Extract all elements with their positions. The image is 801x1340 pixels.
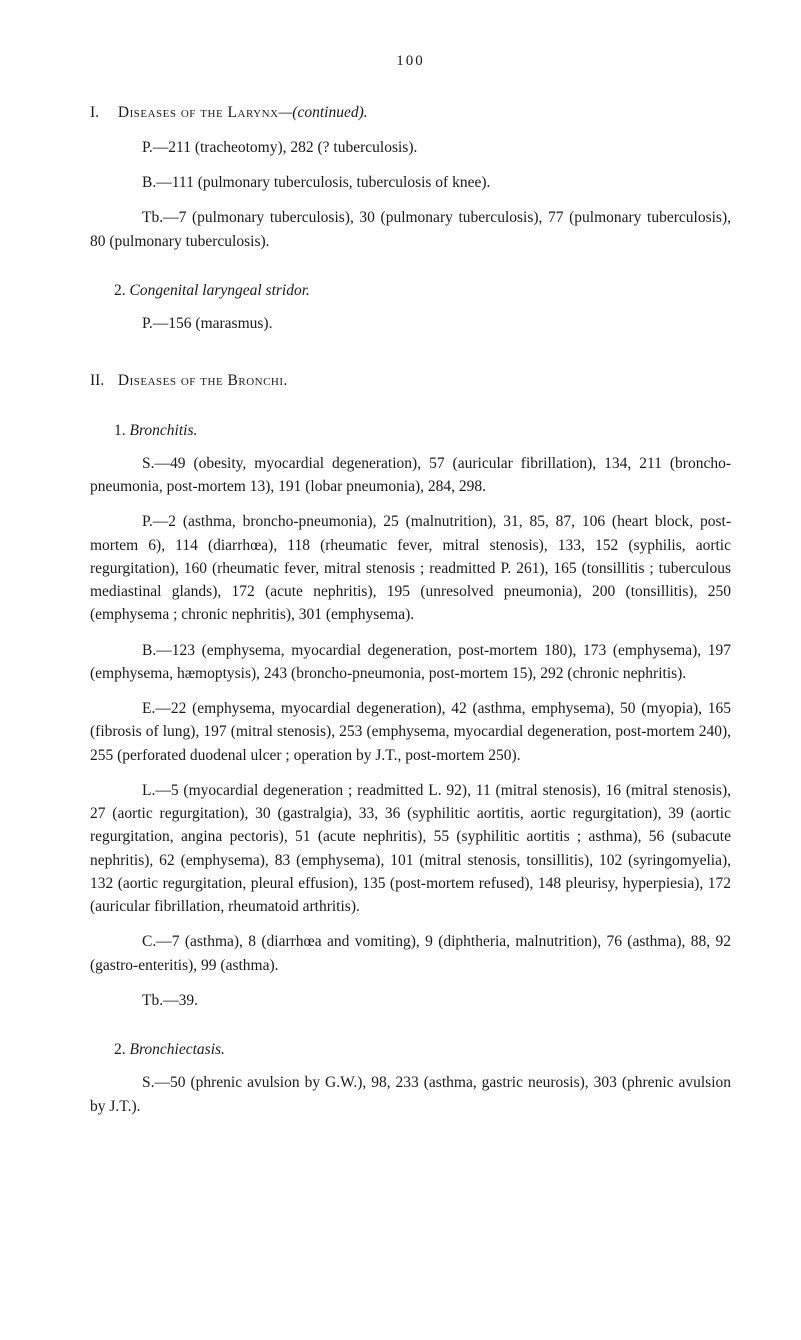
bronchitis-c: C.—7 (asthma), 8 (diarrhœa and vomiting)… xyxy=(90,930,731,977)
bronchiectasis-s: S.—50 (phrenic avulsion by G.W.), 98, 23… xyxy=(90,1071,731,1118)
sub-num-1: 1. xyxy=(114,419,126,442)
bronchitis-e: E.—22 (emphysema, myocardial degeneratio… xyxy=(90,697,731,767)
section-i-heading: I. Diseases of the Larynx—(continued). xyxy=(90,101,731,124)
sub-num-2: 2. xyxy=(114,279,126,302)
bronchitis-p: P.—2 (asthma, broncho-pneumonia), 25 (ma… xyxy=(90,510,731,626)
bronchitis-tb: Tb.—39. xyxy=(90,989,731,1012)
roman-i: I. xyxy=(90,101,114,124)
sub-num-2b: 2. xyxy=(114,1038,126,1061)
bronchitis-s: S.—49 (obesity, myocardial degeneration)… xyxy=(90,452,731,499)
section-i-continued: —(continued). xyxy=(279,104,368,121)
section-ii-sub1: 1. Bronchitis. xyxy=(114,419,731,442)
sub-title-bronchiectasis: Bronchiectasis. xyxy=(130,1041,225,1058)
page-number: 100 xyxy=(90,50,731,73)
section-i-sub2-p: P.—156 (marasmus). xyxy=(90,312,731,335)
section-ii-heading: II. Diseases of the Bronchi. xyxy=(90,369,731,392)
sub-title-congenital: Congenital laryngeal stridor. xyxy=(130,282,310,299)
section-i-p: P.—211 (tracheotomy), 282 (? tuberculosi… xyxy=(90,136,731,159)
roman-ii: II. xyxy=(90,369,114,392)
section-ii-sub2: 2. Bronchiectasis. xyxy=(114,1038,731,1061)
bronchitis-l: L.—5 (myocardial degeneration ; readmitt… xyxy=(90,779,731,919)
section-i-tb: Tb.—7 (pulmonary tuberculosis), 30 (pulm… xyxy=(90,206,731,253)
page: 100 I. Diseases of the Larynx—(continued… xyxy=(0,0,801,1190)
section-ii-title: Diseases of the Bronchi. xyxy=(118,372,288,389)
section-i-b: B.—111 (pulmonary tuberculosis, tubercul… xyxy=(90,171,731,194)
section-i-sub2: 2. Congenital laryngeal stridor. xyxy=(114,279,731,302)
sub-title-bronchitis: Bronchitis. xyxy=(130,422,198,439)
bronchitis-b: B.—123 (emphysema, myocardial degenerati… xyxy=(90,639,731,686)
section-i-title: Diseases of the Larynx xyxy=(118,104,279,121)
